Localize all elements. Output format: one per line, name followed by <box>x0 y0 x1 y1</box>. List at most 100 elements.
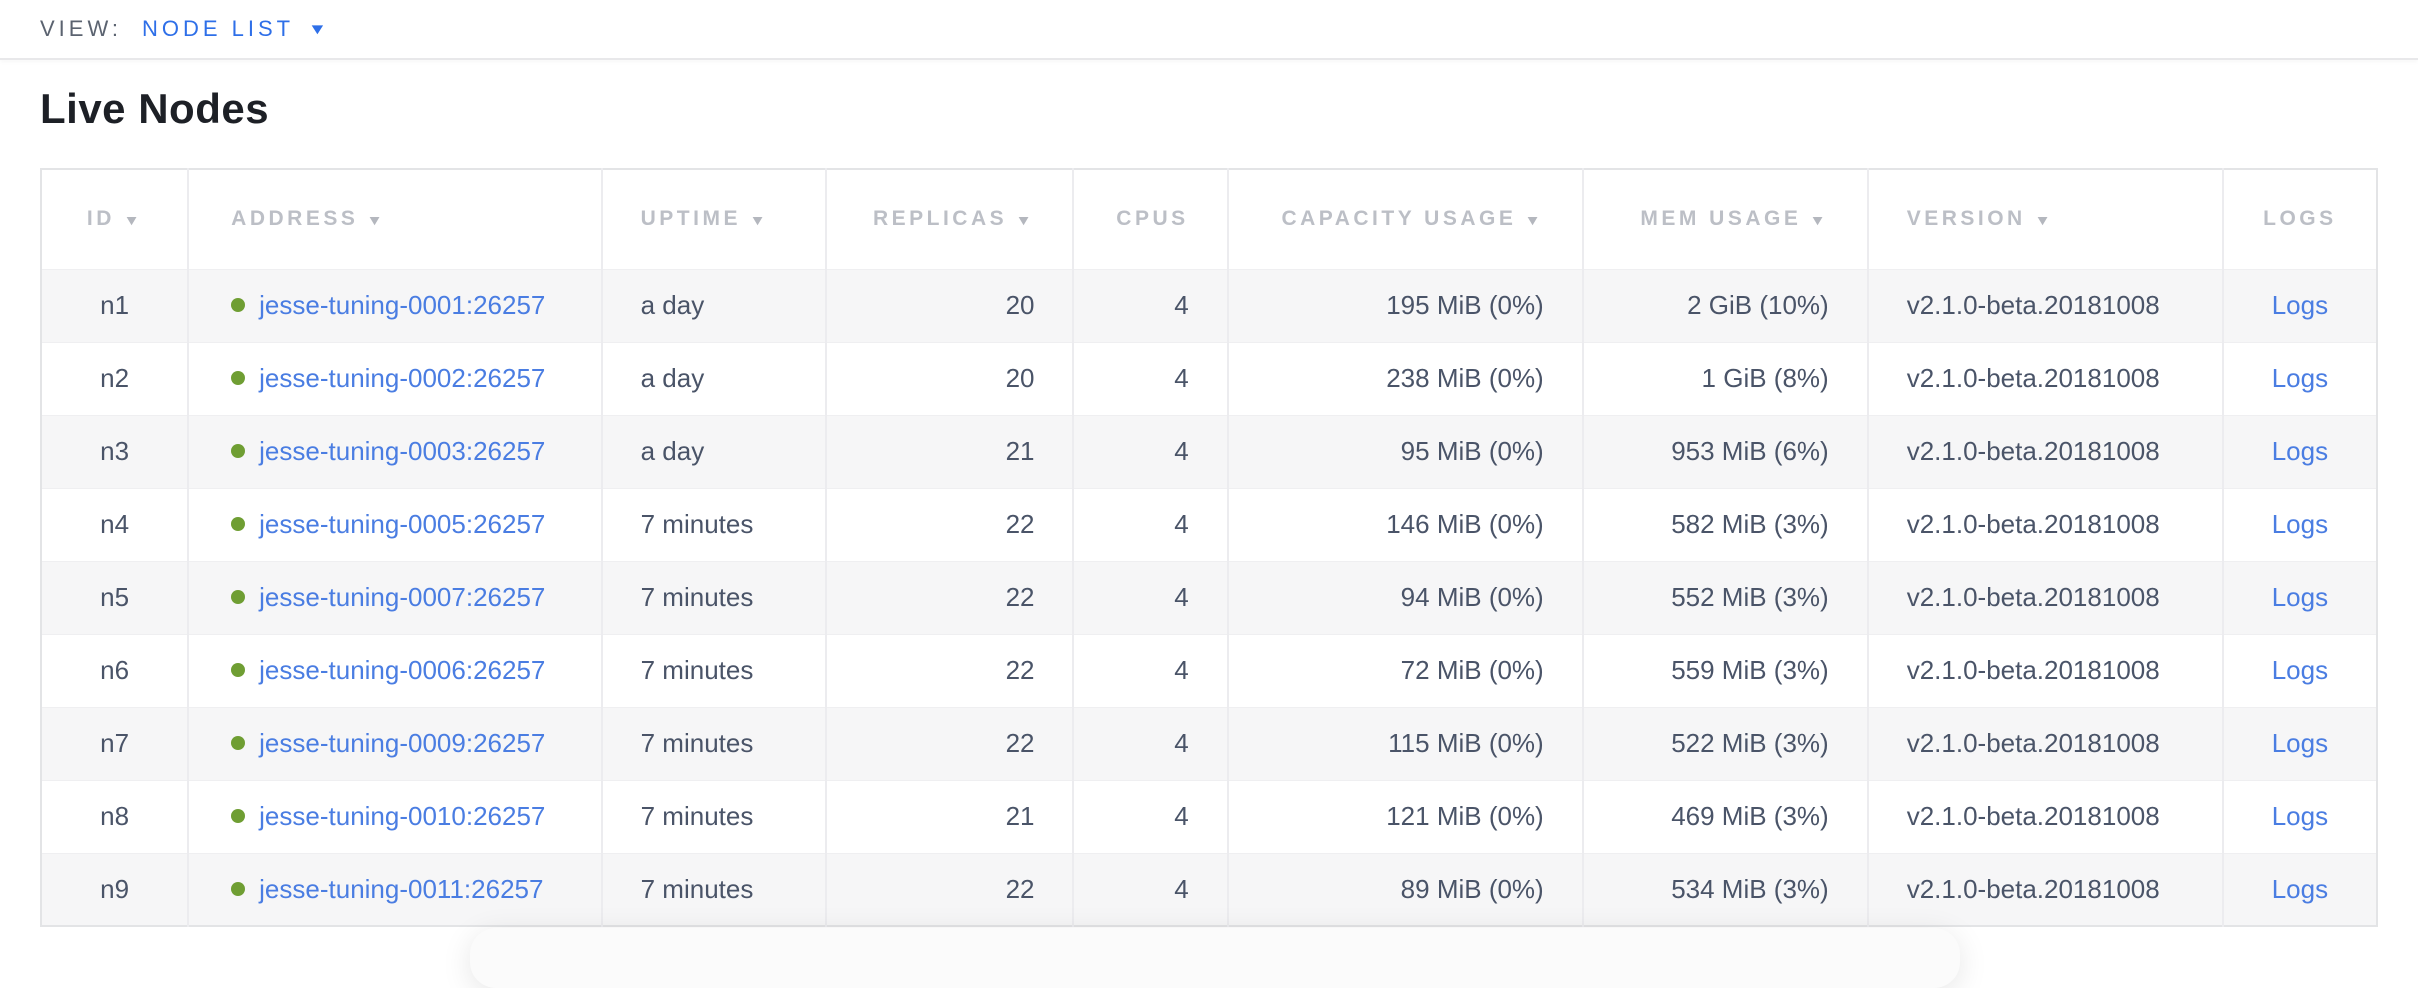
node-address-link[interactable]: jesse-tuning-0005:26257 <box>259 509 546 539</box>
logs-link[interactable]: Logs <box>2271 728 2329 758</box>
node-version-cell: v2.1.0-beta.20181008 <box>1867 415 2224 488</box>
node-id-cell: n4 <box>41 488 190 561</box>
column-header-label: VERSION <box>1906 207 2026 231</box>
node-replicas-cell: 21 <box>825 415 1075 488</box>
node-address-link[interactable]: jesse-tuning-0003:26257 <box>259 436 546 466</box>
node-logs-cell: Logs <box>2223 415 2377 488</box>
node-address-link[interactable]: jesse-tuning-0002:26257 <box>259 363 546 393</box>
node-cpus-cell: 4 <box>1073 561 1229 634</box>
node-version-cell: v2.1.0-beta.20181008 <box>1867 634 2224 707</box>
sort-arrow-icon[interactable]: ▼ <box>123 212 144 229</box>
node-id-cell: n7 <box>41 707 190 780</box>
node-version-cell: v2.1.0-beta.20181008 <box>1867 488 2224 561</box>
column-header-uptime[interactable]: UPTIME ▼ <box>601 169 827 269</box>
node-replicas-cell: 20 <box>825 342 1075 415</box>
node-address-cell: jesse-tuning-0001:26257 <box>188 269 603 342</box>
node-version-cell: v2.1.0-beta.20181008 <box>1867 342 2224 415</box>
logs-link[interactable]: Logs <box>2271 509 2329 539</box>
node-logs-cell: Logs <box>2223 780 2377 853</box>
node-uptime-cell: 7 minutes <box>601 634 827 707</box>
logs-link[interactable]: Logs <box>2271 436 2329 466</box>
node-version-cell: v2.1.0-beta.20181008 <box>1867 780 2224 853</box>
chevron-down-icon[interactable]: ▼ <box>307 20 328 38</box>
node-replicas-cell: 22 <box>825 853 1075 926</box>
column-header-replicas[interactable]: REPLICAS ▼ <box>825 169 1075 269</box>
column-header-logs: LOGS <box>2222 169 2377 269</box>
node-address-link[interactable]: jesse-tuning-0009:26257 <box>259 728 546 758</box>
node-mem-cell: 582 MiB (3%) <box>1582 488 1869 561</box>
column-header-address[interactable]: ADDRESS ▼ <box>188 169 603 269</box>
node-address-cell: jesse-tuning-0006:26257 <box>188 634 603 707</box>
column-header-label: UPTIME <box>640 207 741 231</box>
node-row-n3: n3 jesse-tuning-0003:26257 a day 21 4 95 MiB … <box>41 415 2377 488</box>
logs-link[interactable]: Logs <box>2271 582 2329 612</box>
node-uptime-cell: 7 minutes <box>601 561 827 634</box>
node-address-link[interactable]: jesse-tuning-0007:26257 <box>259 582 546 612</box>
node-logs-cell: Logs <box>2223 561 2377 634</box>
node-replicas-cell: 21 <box>825 780 1075 853</box>
node-address-cell: jesse-tuning-0002:26257 <box>188 342 603 415</box>
column-header-label: ID <box>86 207 115 231</box>
logs-link[interactable]: Logs <box>2271 290 2329 320</box>
node-address-cell: jesse-tuning-0011:26257 <box>188 853 603 926</box>
node-replicas-cell: 20 <box>825 269 1075 342</box>
sort-arrow-icon[interactable]: ▼ <box>366 212 388 229</box>
table-body: n1 jesse-tuning-0001:26257 a day 20 4 195 MiB… <box>41 269 2377 926</box>
node-replicas-cell: 22 <box>825 561 1075 634</box>
column-header-mem[interactable]: MEM USAGE ▼ <box>1582 169 1869 269</box>
logs-link[interactable]: Logs <box>2271 873 2329 904</box>
node-status-healthy-icon <box>231 663 246 677</box>
node-address-cell: jesse-tuning-0003:26257 <box>188 415 603 488</box>
node-address-link[interactable]: jesse-tuning-0010:26257 <box>259 801 546 831</box>
node-capacity-cell: 115 MiB (0%) <box>1227 707 1584 780</box>
node-logs-cell: Logs <box>2223 853 2377 926</box>
node-row-n9: n9 jesse-tuning-0011:26257 7 minutes 22 4 89 … <box>41 853 2377 926</box>
node-logs-cell: Logs <box>2223 707 2377 780</box>
node-row-n6: n6 jesse-tuning-0006:26257 7 minutes 22 4 72 … <box>41 634 2377 707</box>
sort-arrow-icon[interactable]: ▼ <box>1015 212 1037 229</box>
node-address-link[interactable]: jesse-tuning-0001:26257 <box>259 290 546 320</box>
node-id-cell: n8 <box>41 780 190 853</box>
table-head: ID ▼ ADDRESS ▼ UPTIME ▼ REPLICAS ▼ CPUS CAPACITY … <box>41 169 2377 269</box>
node-cpus-cell: 4 <box>1073 269 1229 342</box>
node-address-link[interactable]: jesse-tuning-0011:26257 <box>259 873 544 904</box>
sort-arrow-icon[interactable]: ▼ <box>1809 212 1831 229</box>
node-id-cell: n2 <box>41 342 190 415</box>
node-id-cell: n3 <box>41 415 190 488</box>
node-logs-cell: Logs <box>2223 488 2377 561</box>
node-capacity-cell: 94 MiB (0%) <box>1227 561 1584 634</box>
column-header-id[interactable]: ID ▼ <box>41 169 190 269</box>
column-header-capacity[interactable]: CAPACITY USAGE ▼ <box>1227 169 1584 269</box>
logs-link[interactable]: Logs <box>2271 363 2329 393</box>
logs-link[interactable]: Logs <box>2271 801 2329 831</box>
table-header-row: ID ▼ ADDRESS ▼ UPTIME ▼ REPLICAS ▼ CPUS CAPACITY … <box>41 169 2377 269</box>
node-status-healthy-icon <box>231 444 246 458</box>
node-uptime-cell: a day <box>601 269 827 342</box>
page-title: Live Nodes <box>40 85 270 132</box>
logs-link[interactable]: Logs <box>2271 655 2329 685</box>
node-address-link[interactable]: jesse-tuning-0006:26257 <box>259 655 546 685</box>
node-row-n1: n1 jesse-tuning-0001:26257 a day 20 4 195 MiB… <box>41 269 2377 342</box>
node-replicas-cell: 22 <box>825 707 1075 780</box>
node-logs-cell: Logs <box>2223 342 2377 415</box>
column-header-version[interactable]: VERSION ▼ <box>1867 169 2224 269</box>
column-header-label: CAPACITY USAGE <box>1281 207 1517 231</box>
sort-arrow-icon[interactable]: ▼ <box>749 212 771 229</box>
node-list-dropdown-value[interactable]: NODE LIST <box>141 16 295 41</box>
column-header-label: MEM USAGE <box>1640 207 1802 231</box>
node-list-dropdown[interactable]: NODE LIST ▼ <box>141 16 328 42</box>
sort-arrow-icon[interactable]: ▼ <box>2033 212 2055 229</box>
node-mem-cell: 552 MiB (3%) <box>1582 561 1869 634</box>
view-label: VIEW: <box>40 16 122 41</box>
node-mem-cell: 469 MiB (3%) <box>1582 780 1869 853</box>
node-mem-cell: 953 MiB (6%) <box>1582 415 1869 488</box>
sort-arrow-icon[interactable]: ▼ <box>1524 212 1546 229</box>
node-address-cell: jesse-tuning-0009:26257 <box>188 707 603 780</box>
node-version-cell: v2.1.0-beta.20181008 <box>1867 561 2224 634</box>
node-address-cell: jesse-tuning-0007:26257 <box>188 561 603 634</box>
node-capacity-cell: 89 MiB (0%) <box>1227 853 1584 926</box>
node-capacity-cell: 72 MiB (0%) <box>1227 634 1584 707</box>
node-version-cell: v2.1.0-beta.20181008 <box>1867 707 2224 780</box>
node-id-cell: n5 <box>41 561 190 634</box>
node-cpus-cell: 4 <box>1073 780 1229 853</box>
